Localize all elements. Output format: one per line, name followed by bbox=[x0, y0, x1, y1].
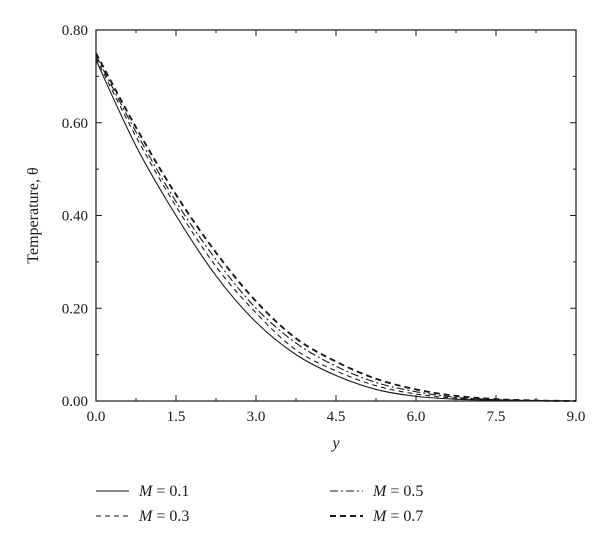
legend-label: M = 0.3 bbox=[138, 508, 189, 525]
y-axis-title: Temperature, θ bbox=[25, 167, 42, 263]
legend-value: 0.7 bbox=[403, 508, 423, 525]
legend-item-m-0-3: M = 0.3 bbox=[96, 508, 189, 525]
legend-equals: = bbox=[152, 483, 169, 500]
x-tick-label: 9.0 bbox=[567, 409, 586, 425]
y-tick-label: 0.40 bbox=[62, 209, 88, 225]
legend-equals: = bbox=[386, 508, 403, 525]
y-tick-label: 0.80 bbox=[62, 23, 88, 39]
x-tick-label: 1.5 bbox=[167, 409, 186, 425]
series-line-m-0-7 bbox=[95, 52, 577, 402]
legend-value: 0.5 bbox=[403, 483, 423, 500]
legend-value: 0.1 bbox=[169, 483, 189, 500]
legend-label: M = 0.5 bbox=[372, 483, 423, 500]
axes: 0.0 1.5 3.0 4.5 6.0 7.5 9.0 0.00 0.20 0.40 0.60 0.8… bbox=[25, 23, 585, 452]
legend-value: 0.3 bbox=[169, 508, 189, 525]
legend: M = 0.1M = 0.3M = 0.5M = 0.7 bbox=[96, 483, 423, 525]
x-axis-title: y bbox=[330, 435, 340, 452]
legend-item-m-0-1: M = 0.1 bbox=[96, 483, 189, 500]
legend-param: M bbox=[138, 483, 154, 500]
series-line-m-0-1 bbox=[95, 59, 577, 402]
x-tick-label: 6.0 bbox=[407, 409, 426, 425]
x-tick-label: 7.5 bbox=[487, 409, 506, 425]
y-tick-label: 0.60 bbox=[62, 116, 88, 132]
legend-param: M bbox=[138, 508, 154, 525]
legend-item-m-0-5: M = 0.5 bbox=[330, 483, 423, 500]
legend-equals: = bbox=[386, 483, 403, 500]
plot-frame bbox=[95, 29, 577, 402]
y-tick-label: 0.00 bbox=[62, 394, 88, 410]
legend-label: M = 0.7 bbox=[372, 508, 423, 525]
legend-item-m-0-7: M = 0.7 bbox=[330, 508, 423, 525]
legend-equals: = bbox=[152, 508, 169, 525]
series-lines bbox=[95, 52, 577, 402]
x-tick-label: 3.0 bbox=[247, 409, 266, 425]
x-tick-label: 4.5 bbox=[327, 409, 346, 425]
legend-param: M bbox=[372, 508, 388, 525]
series-line-m-0-5 bbox=[95, 55, 577, 402]
x-tick-label: 0.0 bbox=[87, 409, 106, 425]
legend-param: M bbox=[372, 483, 388, 500]
series-line-m-0-3 bbox=[95, 57, 577, 402]
legend-label: M = 0.1 bbox=[138, 483, 189, 500]
y-tick-label: 0.20 bbox=[62, 301, 88, 317]
